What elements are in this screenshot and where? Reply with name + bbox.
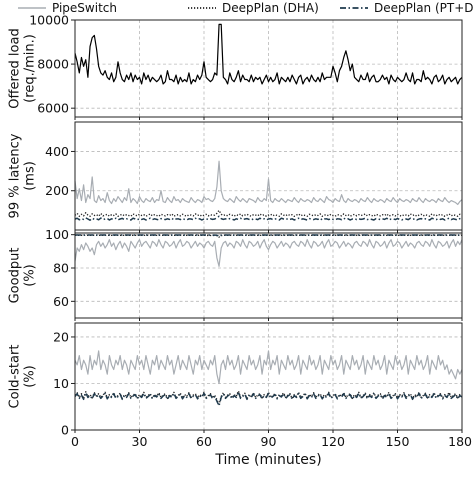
y-axis-label-0: Offered load(req./min.)	[8, 28, 38, 108]
x-tick-label: 180	[448, 434, 472, 449]
panel-frame-1	[74, 121, 463, 231]
panel-frame-0	[74, 19, 463, 118]
y-axis-label-line: Goodput	[8, 248, 23, 304]
y-axis-label-line: Offered load	[8, 28, 23, 108]
y-axis-label-line: (%)	[23, 264, 38, 287]
y-axis-label-2: Goodput(%)	[8, 248, 38, 304]
y-tick-label: 80	[53, 261, 69, 276]
series-line-2-0	[74, 239, 463, 267]
series-line-3-0	[74, 350, 463, 385]
x-tick-label: 60	[196, 434, 212, 449]
y-tick-label: 10000	[29, 13, 69, 28]
series-line-3-2	[74, 391, 463, 407]
x-tick-label: 90	[261, 434, 277, 449]
series-line-0-0	[74, 23, 463, 85]
series-line-2-2	[75, 234, 462, 238]
y-axis-label-line: 99 % latency	[8, 133, 23, 218]
y-axis-label-3: Cold-start(%)	[8, 345, 38, 409]
y-axis-label-line: (ms)	[23, 161, 38, 191]
y-tick-label: 200	[45, 183, 69, 198]
x-tick-label: 120	[321, 434, 345, 449]
y-axis-label-line: (req./min.)	[23, 34, 38, 103]
y-axis-label-line: Cold-start	[8, 345, 23, 409]
x-tick-label: 0	[71, 434, 79, 449]
y-tick-label: 0	[61, 423, 69, 438]
legend-label-0: PipeSwitch	[52, 1, 117, 15]
series-line-1-2	[74, 215, 463, 221]
x-tick-label: 30	[132, 434, 148, 449]
legend-label-1: DeepPlan (DHA)	[222, 1, 319, 15]
x-tick-label: 150	[386, 434, 410, 449]
x-axis-label: Time (minutes)	[214, 452, 321, 468]
y-axis-label-line: (%)	[23, 365, 38, 388]
y-tick-label: 60	[53, 294, 69, 309]
legend-label-2: DeepPlan (PT+DHA)	[374, 1, 474, 15]
series-line-1-1	[74, 209, 463, 217]
y-tick-label: 6000	[37, 101, 69, 116]
y-tick-label: 400	[45, 144, 69, 159]
y-axis-label-1: 99 % latency(ms)	[8, 133, 38, 218]
series-line-1-0	[74, 160, 463, 206]
y-tick-label: 10	[53, 376, 69, 391]
y-tick-label: 20	[53, 329, 69, 344]
y-tick-label: 100	[45, 227, 69, 242]
y-tick-label: 8000	[37, 57, 69, 72]
